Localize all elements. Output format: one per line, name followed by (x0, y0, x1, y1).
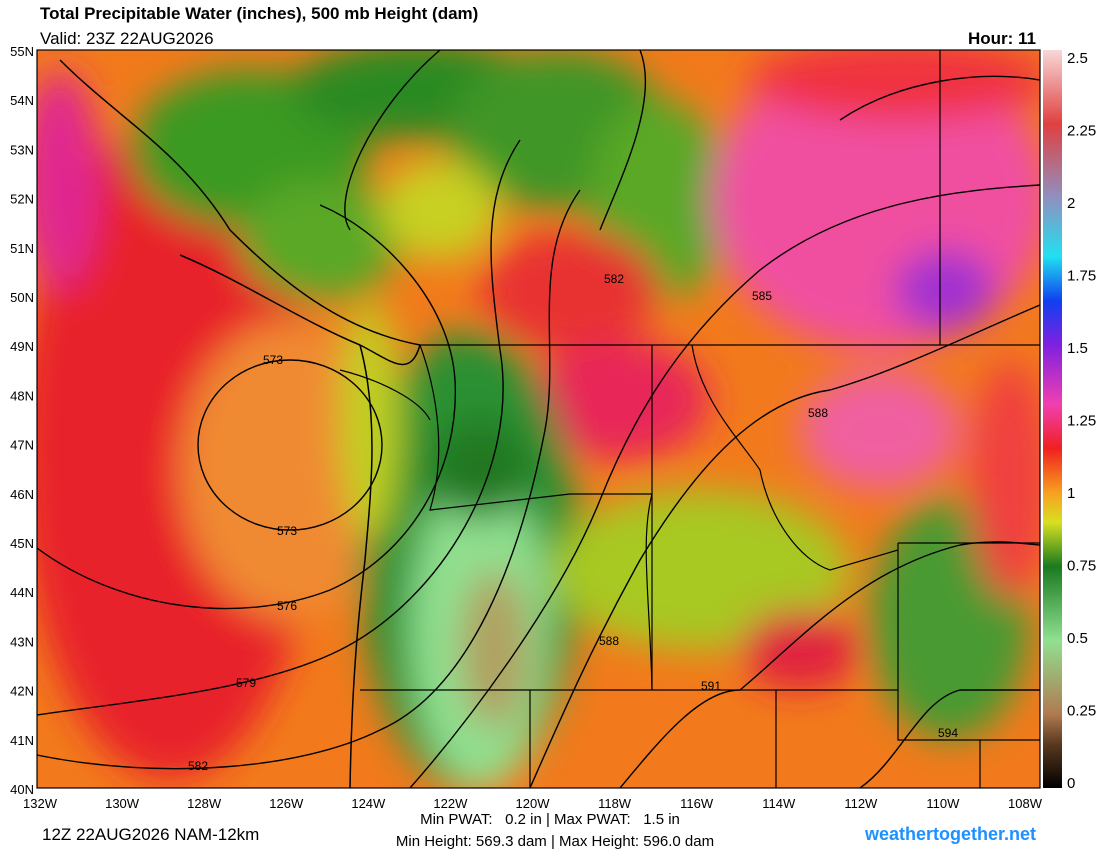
contour-label: 585 (752, 289, 772, 303)
colorbar-tick-label: 1.75 (1067, 268, 1096, 285)
longitude-label: 128W (187, 796, 222, 811)
latitude-label: 46N (10, 487, 34, 502)
latitude-label: 40N (10, 782, 34, 797)
latitude-label: 42N (10, 684, 34, 699)
colorbar-tick-label: 2.25 (1067, 123, 1096, 140)
pwat-blob (240, 180, 400, 300)
contour-label: 579 (236, 676, 256, 690)
pwat-blob (750, 50, 1040, 120)
pwat-blob (895, 250, 995, 330)
contour-label: 591 (701, 679, 721, 693)
longitude-label: 132W (23, 796, 58, 811)
longitude-label: 110W (926, 796, 960, 811)
longitude-label: 122W (433, 796, 468, 811)
model-run: 12Z 22AUG2026 NAM-12km (42, 825, 259, 844)
latitude-label: 50N (10, 290, 34, 305)
latitude-label: 45N (10, 536, 34, 551)
pwat-blob (340, 300, 400, 540)
pwat-blob (380, 160, 500, 260)
valid-time: Valid: 23Z 22AUG2026 (40, 29, 214, 48)
site-credit: weathertogether.net (864, 824, 1036, 844)
latitude-label: 47N (10, 438, 34, 453)
pwat-blob (740, 610, 860, 690)
longitude-label: 130W (105, 796, 140, 811)
pwat-blob (530, 340, 710, 460)
colorbar-tick-label: 1.25 (1067, 413, 1096, 430)
contour-label: 573 (277, 524, 297, 538)
latitude-label: 44N (10, 585, 34, 600)
colorbar-tick-label: 0.5 (1067, 630, 1088, 647)
colorbar-tick-label: 1 (1067, 485, 1075, 502)
pwat-blob (970, 360, 1040, 600)
pwat-blob (430, 420, 530, 520)
longitude-label: 112W (844, 796, 878, 811)
pwat-range: Min PWAT: 0.2 in | Max PWAT: 1.5 in (420, 811, 680, 828)
latitude-label: 52N (10, 192, 34, 207)
contour-label: 582 (188, 759, 208, 773)
colorbar-tick-label: 0.25 (1067, 703, 1096, 720)
latitude-label: 41N (10, 733, 34, 748)
contour-label: 588 (599, 634, 619, 648)
latitude-label: 51N (10, 241, 34, 256)
contour-label: 588 (808, 406, 828, 420)
pwat-blob (37, 70, 100, 290)
contour-label: 594 (938, 726, 958, 740)
colorbar-tick-label: 0 (1067, 775, 1075, 792)
contour-label: 573 (263, 353, 283, 367)
longitude-label: 114W (762, 796, 796, 811)
pwat-field: 573 573 576 579 582 582 585 588 588 591 594 (37, 50, 1040, 788)
longitude-label: 108W (1008, 796, 1043, 811)
pwat-blob (460, 570, 530, 730)
contour-label: 582 (604, 272, 624, 286)
height-range: Min Height: 569.3 dam | Max Height: 596.… (396, 833, 714, 850)
pwat-blob (480, 230, 660, 350)
longitude-label: 120W (516, 796, 551, 811)
longitude-label: 118W (598, 796, 632, 811)
colorbar-tick-label: 2 (1067, 195, 1075, 212)
colorbar-tick-label: 2.5 (1067, 50, 1088, 67)
colorbar-tick-label: 1.5 (1067, 340, 1088, 357)
longitude-label: 126W (269, 796, 304, 811)
longitude-label: 116W (680, 796, 714, 811)
latitude-label: 53N (10, 142, 34, 157)
pwat-blob (800, 370, 960, 490)
latitude-label: 43N (10, 634, 34, 649)
forecast-hour: Hour: 11 (968, 29, 1036, 48)
pwat-blob (550, 490, 850, 650)
colorbar-tick-label: 0.75 (1067, 558, 1096, 575)
longitude-label: 124W (351, 796, 386, 811)
map-frame (36, 49, 1041, 789)
title: Total Precipitable Water (inches), 500 m… (40, 4, 478, 23)
latitude-label: 48N (10, 388, 34, 403)
latitude-label: 54N (10, 93, 34, 108)
latitude-label: 49N (10, 339, 34, 354)
pwat-blob (37, 120, 320, 780)
contour-label: 576 (277, 599, 297, 613)
colorbar (1043, 50, 1062, 788)
latitude-label: 55N (10, 44, 34, 59)
